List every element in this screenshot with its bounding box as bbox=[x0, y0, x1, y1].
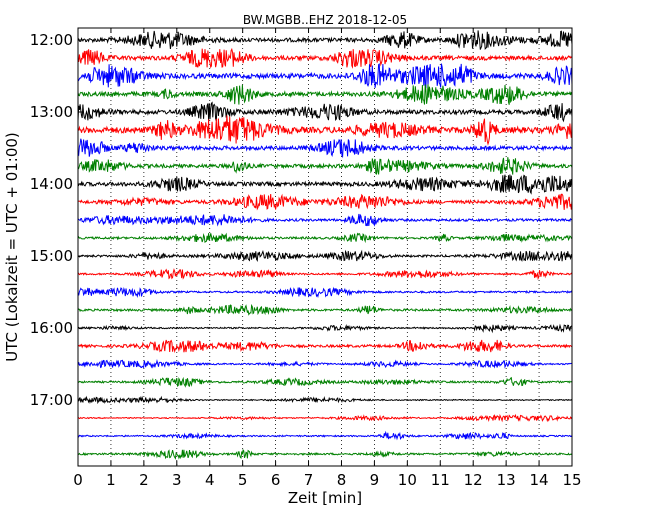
x-axis-ticks: 0 1 2 3 4 5 6 7 8 9 10 11 12 13 14 15 bbox=[73, 28, 582, 489]
y-tick-label: 17:00 bbox=[30, 391, 73, 409]
trace-1645 bbox=[77, 376, 573, 388]
trace-1245 bbox=[77, 84, 573, 105]
x-axis-label: Zeit [min] bbox=[288, 489, 362, 507]
y-tick-label: 15:00 bbox=[30, 247, 73, 265]
trace-1300 bbox=[77, 101, 573, 123]
x-tick-label: 3 bbox=[172, 471, 182, 489]
trace-1415 bbox=[77, 193, 573, 211]
x-tick-label: 14 bbox=[530, 471, 549, 489]
trace-1500 bbox=[77, 249, 573, 263]
trace-1515 bbox=[77, 268, 573, 281]
trace-1345 bbox=[77, 157, 573, 175]
trace-1400 bbox=[77, 174, 573, 195]
y-tick-label: 14:00 bbox=[30, 175, 73, 193]
y-axis-label: UTC (Lokalzeit = UTC + 01:00) bbox=[3, 132, 21, 362]
x-tick-label: 12 bbox=[464, 471, 483, 489]
x-tick-label: 5 bbox=[238, 471, 248, 489]
y-tick-label: 16:00 bbox=[30, 319, 73, 337]
trace-1545 bbox=[77, 303, 573, 316]
x-tick-label: 1 bbox=[106, 471, 116, 489]
trace-1215 bbox=[77, 47, 572, 69]
x-tick-label: 6 bbox=[271, 471, 281, 489]
trace-1715 bbox=[77, 413, 573, 423]
y-axis-ticks: 12:00 13:00 14:00 15:00 16:00 17:00 bbox=[30, 31, 572, 409]
trace-1200 bbox=[77, 30, 573, 50]
trace-1530 bbox=[77, 286, 573, 298]
trace-1330 bbox=[77, 138, 573, 159]
y-tick-label: 12:00 bbox=[30, 31, 73, 49]
trace-1730 bbox=[77, 430, 573, 441]
trace-1745 bbox=[77, 448, 573, 460]
x-tick-label: 2 bbox=[139, 471, 149, 489]
trace-1430 bbox=[77, 213, 573, 227]
x-tick-label: 11 bbox=[431, 471, 450, 489]
x-tick-label: 8 bbox=[337, 471, 347, 489]
trace-1445 bbox=[77, 232, 573, 244]
x-tick-label: 10 bbox=[398, 471, 417, 489]
trace-1630 bbox=[77, 359, 573, 369]
trace-1315 bbox=[77, 115, 573, 146]
x-tick-label: 4 bbox=[205, 471, 215, 489]
trace-1230 bbox=[77, 63, 573, 89]
plot-frame bbox=[77, 27, 573, 467]
y-tick-label: 13:00 bbox=[30, 103, 73, 121]
trace-1600 bbox=[77, 323, 573, 334]
x-tick-label: 0 bbox=[73, 471, 83, 489]
x-tick-label: 15 bbox=[562, 471, 581, 489]
trace-group bbox=[77, 30, 573, 460]
chart-title: BW.MGBB..EHZ 2018-12-05 bbox=[243, 13, 407, 27]
trace-1700 bbox=[77, 395, 573, 405]
x-tick-label: 13 bbox=[497, 471, 516, 489]
x-tick-label: 7 bbox=[304, 471, 314, 489]
x-tick-label: 9 bbox=[370, 471, 380, 489]
trace-1615 bbox=[77, 339, 573, 354]
